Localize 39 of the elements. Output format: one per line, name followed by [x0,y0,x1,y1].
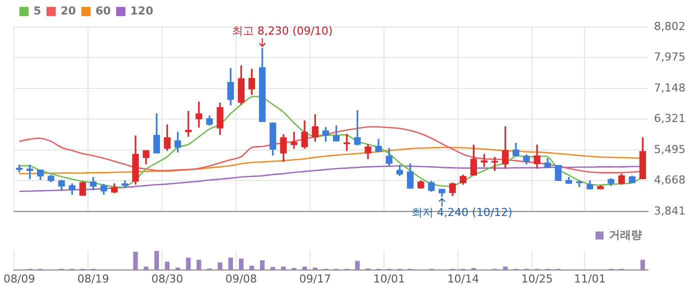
x-tick-label: 09/08 [225,272,258,286]
bar [228,258,233,270]
bar [302,266,307,270]
y-tick-label: 7,975 [654,50,686,64]
x-tick-label: 11/01 [574,272,606,286]
x-tick-label: 08/19 [77,272,110,286]
x-tick-label: 10/25 [521,272,553,286]
bar [186,258,191,270]
bar [218,262,222,270]
bar [640,260,646,270]
y-tick-label: 7,148 [654,81,686,94]
bar [164,262,170,270]
bar [154,251,159,270]
x-tick-label: 08/09 [3,272,36,286]
bar [355,260,360,270]
bar [281,266,286,270]
x-tick-label: 08/30 [151,272,184,286]
legend-label: 120 [130,4,154,18]
x-tick-label: 10/14 [447,272,479,286]
y-tick-label: 3,841 [654,204,686,218]
bar [144,266,148,270]
legend-label: 거래량 [609,228,642,242]
y-tick-label: 4,668 [654,174,686,187]
y-tick-label: 8,802 [654,20,686,33]
legend-label: 60 [95,4,112,18]
x-tick-label: 09/17 [299,272,331,286]
legend-label: 5 [34,4,42,18]
y-tick-label: 5,495 [654,142,686,156]
annotation: 최고 8,230 (09/10) [232,24,333,38]
bar [133,252,138,270]
bar [503,266,508,270]
y-tick-label: 6,321 [654,112,686,126]
bar [238,258,244,270]
bar [196,260,202,270]
x-tick-label: 10/01 [373,272,405,286]
bar [249,266,254,270]
annotation: 최저 4,240 (10/12) [412,206,512,219]
bar [260,260,265,270]
legend-label: 20 [60,4,76,18]
